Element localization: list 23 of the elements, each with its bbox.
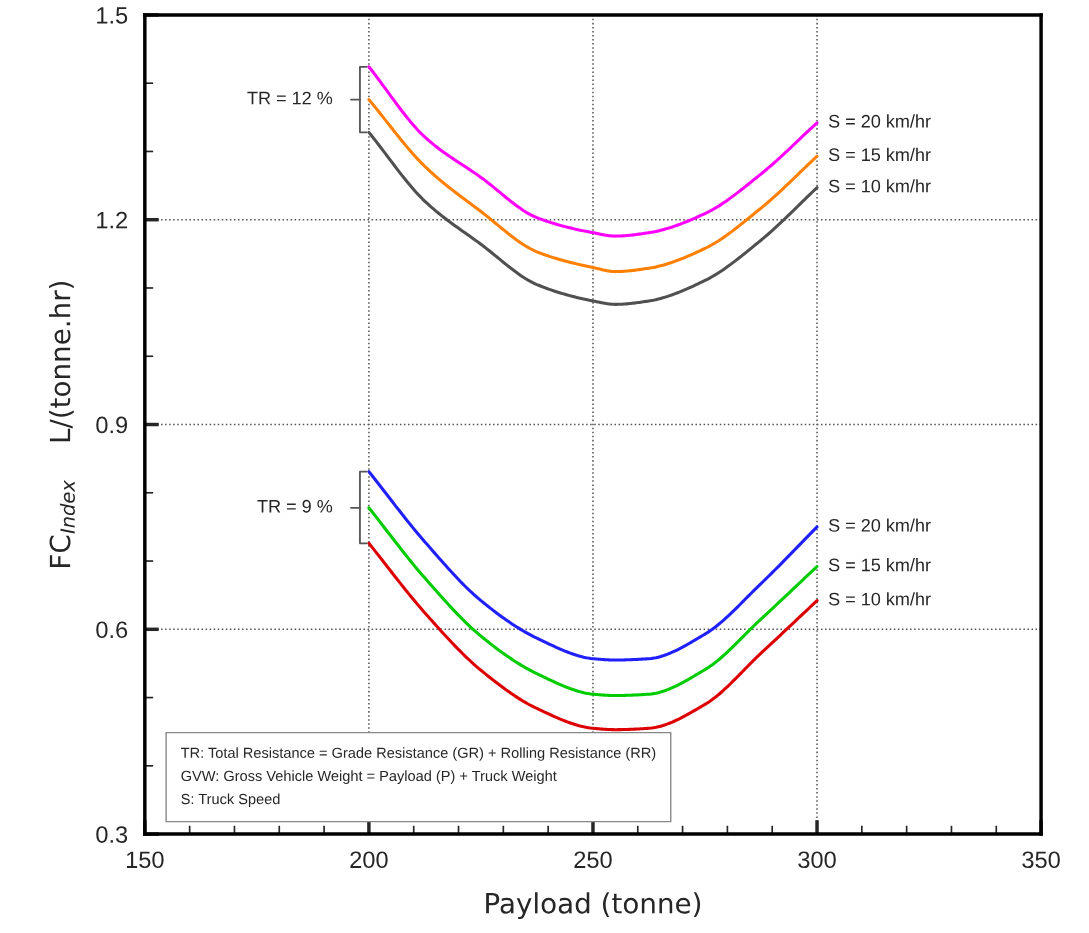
y-tick-label: 0.9 bbox=[96, 416, 128, 434]
annotation: TR = 9 % bbox=[257, 499, 333, 513]
y-tick-label: 0.6 bbox=[96, 621, 128, 639]
x-tick-label: 150 bbox=[126, 851, 164, 869]
text: FC$_{Index}$ L/(tonne.hr) bbox=[49, 281, 75, 567]
annotation: TR: Total Resistance = Grade Resistance (GR) + Rolling Resistance (RR) bbox=[181, 747, 656, 761]
x-axis-title: Payload (tonne) bbox=[486, 892, 701, 920]
annotation: S: Truck Speed bbox=[181, 793, 280, 808]
y-tick-label: 1.5 bbox=[97, 7, 128, 24]
series-label: S = 20 km/hr bbox=[828, 518, 931, 532]
series-label: S = 20 km/hr bbox=[828, 114, 931, 128]
y-tick-label: 0.3 bbox=[96, 826, 128, 843]
series-label: S = 10 km/hr bbox=[828, 592, 931, 606]
x-tick-label: 300 bbox=[798, 851, 836, 869]
series-label: S = 10 km/hr bbox=[828, 179, 931, 193]
annotation: GVW: Gross Vehicle Weight = Payload (P) + Truck Weight bbox=[181, 770, 557, 784]
x-tick-label: 250 bbox=[574, 851, 612, 869]
x-tick-label: 200 bbox=[350, 851, 388, 869]
y-tick-label: 1.2 bbox=[97, 211, 127, 229]
annotation: TR = 12 % bbox=[247, 91, 333, 105]
series-label: S = 15 km/hr bbox=[828, 147, 931, 162]
series-label: S = 15 km/hr bbox=[828, 558, 931, 572]
x-tick-label: 350 bbox=[1022, 851, 1060, 869]
